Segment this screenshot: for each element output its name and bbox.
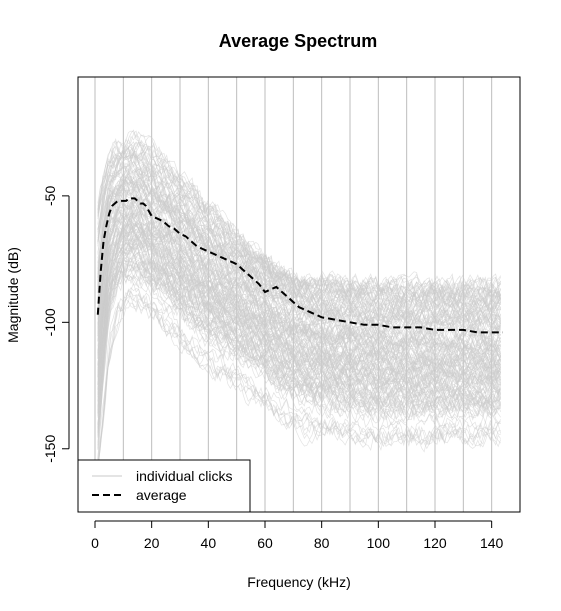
chart-title: Average Spectrum (219, 31, 377, 51)
y-tick-label-2: -50 (42, 186, 58, 206)
click-line-138 (97, 175, 501, 326)
click-line-101 (97, 179, 501, 330)
individual-clicks-band (97, 129, 502, 475)
x-tick-label-1: 20 (144, 535, 160, 551)
click-line-140 (97, 141, 502, 301)
click-line-148 (97, 258, 502, 428)
click-line-154 (97, 146, 502, 304)
x-tick-label-0: 0 (91, 535, 99, 551)
click-line-131 (97, 223, 502, 375)
click-line-33 (97, 302, 501, 467)
click-line-133 (97, 140, 502, 305)
click-line-152 (97, 252, 502, 430)
click-line-151 (97, 238, 502, 398)
click-line-116 (97, 211, 501, 367)
click-line-147 (97, 146, 502, 311)
click-line-97 (97, 160, 502, 321)
legend-box (77, 459, 251, 513)
click-line-132 (97, 275, 501, 460)
click-line-118 (97, 261, 502, 431)
click-line-150 (97, 216, 502, 366)
click-line-146 (97, 225, 501, 383)
click-line-159 (97, 218, 502, 372)
plot-frame (77, 76, 521, 513)
click-line-77 (97, 143, 502, 311)
legend-individual-clicks-label: individual clicks (136, 468, 232, 484)
x-tick-label-5: 100 (367, 535, 391, 551)
click-line-144 (97, 242, 502, 408)
click-line-142 (97, 201, 501, 356)
click-line-65 (97, 239, 502, 403)
x-tick-label-3: 60 (257, 535, 273, 551)
y-axis-label: Magnitude (dB) (5, 247, 21, 343)
click-line-110 (97, 282, 502, 471)
legend: individual clicks average (77, 459, 251, 513)
x-tick-label-7: 140 (480, 535, 504, 551)
y-tick-label-0: -150 (42, 435, 58, 463)
click-line-121 (97, 268, 502, 446)
x-tick-label-2: 40 (201, 535, 217, 551)
average-line (96, 197, 503, 334)
x-tick-label-4: 80 (314, 535, 330, 551)
click-line-145 (97, 240, 502, 391)
x-tick-label-6: 120 (423, 535, 447, 551)
click-line-88 (97, 290, 501, 463)
click-line-153 (97, 262, 502, 433)
click-line-155 (97, 177, 502, 332)
click-line-157 (97, 264, 502, 450)
click-line-139 (97, 230, 501, 385)
click-line-158 (97, 170, 502, 331)
click-line-107 (97, 211, 501, 374)
average-line-group (96, 197, 503, 334)
click-line-127 (97, 182, 502, 338)
y-axis: -150 -100 -50 (42, 186, 70, 463)
x-axis-label: Frequency (kHz) (247, 574, 350, 590)
legend-average-label: average (136, 487, 187, 503)
x-axis: 0 20 40 60 80 100 120 140 (91, 520, 504, 551)
y-tick-label-1: -100 (42, 308, 58, 336)
